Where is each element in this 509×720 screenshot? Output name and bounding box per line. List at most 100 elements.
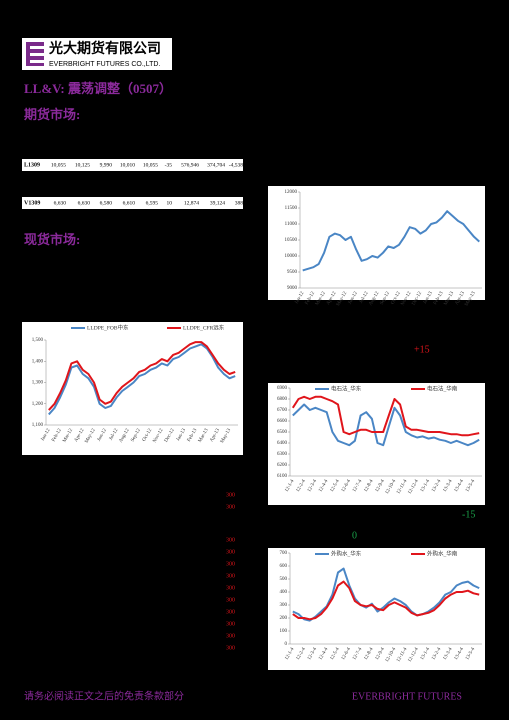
section-heading: 现货市场: (24, 232, 80, 247)
side-number: 300 (226, 537, 235, 543)
legend-label: LLDPE_FOB中东 (87, 323, 129, 331)
side-number: 300 (226, 492, 235, 498)
x-tick-label: 12-7-4 (352, 479, 363, 493)
x-tick-label: 12-1-4 (285, 479, 296, 493)
y-tick-label: 1,200 (32, 402, 44, 407)
y-tick-label: 9000 (287, 286, 298, 291)
x-tick-label: 12-9-4 (375, 479, 386, 493)
side-number: 300 (226, 561, 235, 567)
y-tick-label: 200 (280, 616, 288, 621)
table-cell: 576,946 (181, 162, 199, 168)
side-number: 300 (226, 645, 235, 651)
table-cell: -35 (165, 162, 173, 168)
table-cell: 6,595 (146, 200, 159, 206)
y-tick-label: 10000 (285, 254, 298, 259)
x-tick-label: Feb-12 (305, 291, 317, 306)
x-tick-label: Jun-12 (97, 428, 108, 443)
x-tick-label: Jan-13 (423, 291, 434, 305)
x-tick-label: 12-2-4 (296, 479, 307, 493)
table-cell: V1309 (24, 200, 40, 206)
y-tick-label: 6200 (277, 463, 288, 468)
line-series (48, 343, 236, 416)
x-tick-label: 13-2-4 (431, 647, 442, 661)
x-tick-label: 13-5-4 (465, 647, 476, 661)
y-tick-label: 6800 (277, 397, 288, 402)
logo-icon (26, 42, 44, 66)
table-cell: 6,630 (54, 200, 67, 206)
x-tick-label: Apr-12 (74, 428, 86, 443)
table-cell: 10,125 (75, 162, 90, 168)
x-tick-label: 12-1-4 (285, 647, 296, 661)
y-tick-label: 6500 (277, 430, 288, 435)
line-series (291, 395, 480, 437)
side-number: 300 (226, 609, 235, 615)
x-tick-label: 12-8-4 (364, 647, 375, 661)
y-tick-label: 400 (280, 590, 288, 595)
table-row (22, 159, 243, 171)
x-tick-label: Apr-12 (326, 291, 338, 306)
y-tick-label: 6600 (277, 419, 288, 424)
change-note: -15 (462, 509, 475, 520)
x-tick-label: Sep-12 (380, 291, 392, 306)
x-tick-label: Jul-12 (359, 291, 370, 305)
y-tick-label: 1,500 (32, 338, 44, 343)
legend-label: 电石法_华南 (427, 384, 458, 392)
x-tick-label: Jun-12 (348, 291, 359, 306)
side-number: 300 (226, 504, 235, 510)
x-tick-label: 13-3-4 (443, 647, 454, 661)
table-cell: 6,610 (123, 200, 136, 206)
x-tick-label: 12-3-4 (307, 647, 318, 661)
table-cell: 6,580 (100, 200, 113, 206)
y-tick-label: 6700 (277, 408, 288, 413)
x-tick-label: Dec-12 (411, 291, 423, 307)
legend-label: 外购水_华东 (331, 549, 362, 557)
x-tick-label: Jan-12 (294, 291, 305, 305)
x-tick-label: Oct-12 (142, 428, 154, 443)
table-cell: 10,055 (51, 162, 66, 168)
table-cell: 388 (235, 200, 244, 206)
x-tick-label: 13-1-4 (420, 647, 431, 661)
table-cell: 10,010 (120, 162, 135, 168)
y-tick-label: 1,400 (32, 359, 44, 364)
chart-panel (268, 383, 485, 505)
y-tick-label: 600 (280, 564, 288, 569)
x-tick-label: 13-4-4 (454, 479, 465, 493)
y-tick-label: 10500 (285, 238, 298, 243)
y-tick-label: 700 (280, 551, 288, 556)
x-tick-label: 12-6-4 (341, 647, 352, 661)
x-tick-label: 12-6-4 (341, 479, 352, 493)
x-tick-label: 12-5-4 (330, 479, 341, 493)
table-cell: 9,990 (100, 162, 113, 168)
section-heading: 期货市场: (24, 107, 80, 122)
footer-brand: EVERBRIGHT FUTURES (352, 691, 462, 702)
y-tick-label: 1,100 (32, 423, 44, 428)
change-note: 0 (352, 530, 357, 541)
x-tick-label: 12-5-4 (330, 647, 341, 661)
company-cn: 光大期货有限公司 (48, 40, 161, 57)
x-tick-label: 13-5-4 (465, 479, 476, 493)
side-number: 300 (226, 633, 235, 639)
y-tick-label: 100 (280, 629, 288, 634)
y-tick-label: 0 (285, 642, 288, 647)
x-tick-label: 12-2-4 (296, 647, 307, 661)
x-tick-label: Jul-12 (109, 428, 120, 442)
x-tick-label: Jan-12 (41, 428, 52, 442)
x-tick-label: Jan-13 (176, 428, 187, 442)
table-cell: L1309 (24, 162, 40, 168)
logo-box (22, 38, 172, 70)
change-note: +15 (414, 344, 430, 355)
table-cell: 374,704 (207, 162, 225, 168)
y-tick-label: 9500 (287, 270, 298, 275)
y-tick-label: 6400 (277, 441, 288, 446)
x-tick-label: 13-3-4 (443, 479, 454, 493)
company-en: EVERBRIGHT FUTURES CO.,LTD. (49, 61, 160, 68)
x-tick-label: Oct-12 (390, 291, 402, 306)
x-tick-label: Sep-12 (130, 428, 142, 443)
table-row (22, 197, 243, 209)
x-tick-label: 12-8-4 (364, 479, 375, 493)
table-cell: 12,874 (184, 200, 199, 206)
report-title: LL&V: 震荡调整（0507） (24, 81, 172, 96)
x-tick-label: 12-7-4 (352, 647, 363, 661)
